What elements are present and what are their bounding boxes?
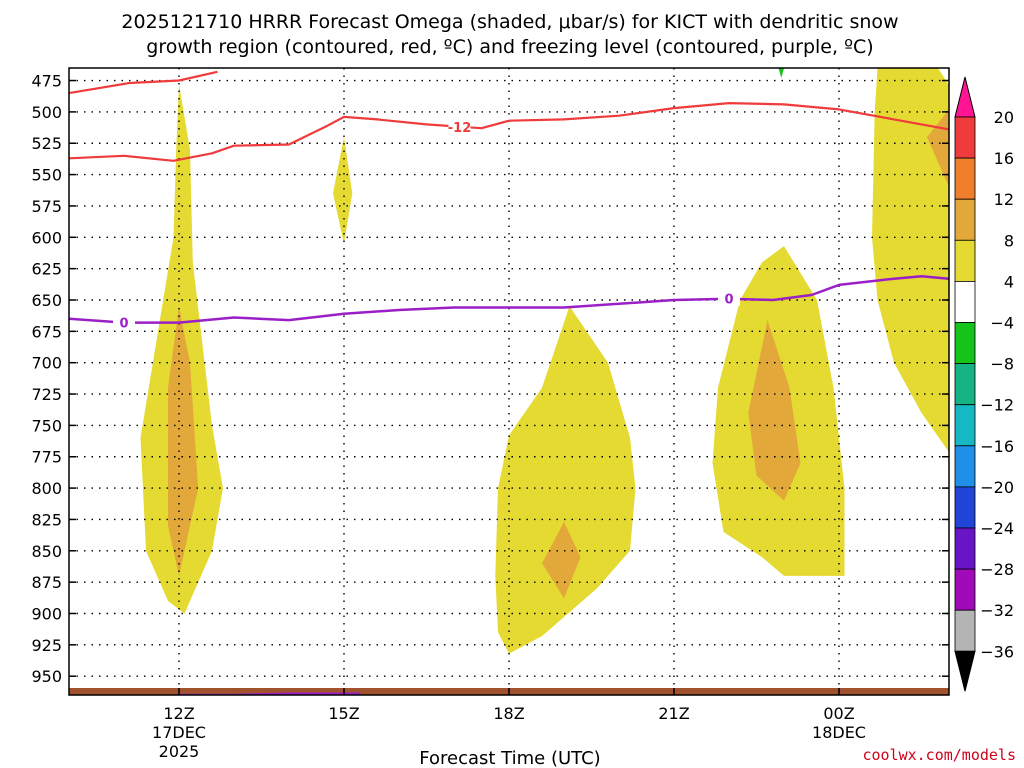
chart-title-line2: growth region (contoured, red, ºC) and f… xyxy=(146,36,873,58)
colorbar-segment xyxy=(954,527,976,570)
colorbar-segment xyxy=(954,322,976,364)
contour-layer xyxy=(69,69,999,695)
y-tick-label: 850 xyxy=(31,542,62,561)
x-tick-label: 18DEC xyxy=(812,723,866,742)
colorbar-segment xyxy=(954,116,976,159)
colorbar-bottom-arrow xyxy=(954,650,976,692)
x-tick-label: 00Z xyxy=(823,704,854,723)
colorbar-segment xyxy=(954,280,976,323)
colorbar-label: 20 xyxy=(994,108,1014,127)
y-tick-label: 925 xyxy=(31,636,62,655)
colorbar-label: −12 xyxy=(980,396,1014,415)
contour-label-layer: -12 0 0 xyxy=(113,119,740,332)
freezing-label-left-bg xyxy=(113,315,135,330)
freezing-label-right-bg xyxy=(718,291,740,306)
x-tick-label: 15Z xyxy=(328,704,359,723)
colorbar: 20 16 12 8 4 −4 −8 −12 −16 −20 −24 −28 −32 −36 xyxy=(954,76,1014,692)
omega-shaded-region-6 xyxy=(748,320,801,501)
y-tick-label: 725 xyxy=(31,385,62,404)
y-tick-label: 600 xyxy=(31,228,62,247)
omega-shaded-region-11 xyxy=(778,68,784,78)
y-tick-label: 875 xyxy=(31,573,62,592)
x-tick-label: 18Z xyxy=(493,704,524,723)
colorbar-segment xyxy=(954,239,976,282)
y-tick-label: 700 xyxy=(31,354,62,373)
colorbar-label: −36 xyxy=(980,642,1014,661)
y-tick-label: 775 xyxy=(31,448,62,467)
colorbar-segment xyxy=(954,609,976,652)
omega-shaded-region-4 xyxy=(542,521,581,599)
colorbar-label: 4 xyxy=(1004,272,1014,291)
colorbar-label: −20 xyxy=(980,478,1014,497)
y-tick-label: 950 xyxy=(31,667,62,686)
colorbar-segment xyxy=(954,363,976,406)
y-tick-label: 550 xyxy=(31,166,62,185)
colorbar-label: −32 xyxy=(980,601,1014,620)
y-tick-label: 800 xyxy=(31,479,62,498)
colorbar-label: −8 xyxy=(990,355,1014,374)
y-tick-label: 650 xyxy=(31,291,62,310)
y-tick-label: 625 xyxy=(31,260,62,279)
dgz-top-contour-right xyxy=(955,69,999,75)
y-tick-label: 900 xyxy=(31,604,62,623)
y-tick-label: 500 xyxy=(31,103,62,122)
omega-shaded-region-2 xyxy=(333,137,353,244)
colorbar-segment xyxy=(954,486,976,529)
omega-shaded-region-1 xyxy=(168,306,199,576)
y-tick-label: 575 xyxy=(31,197,62,216)
omega-shaded-region-3 xyxy=(495,306,636,654)
colorbar-label: −4 xyxy=(990,314,1014,333)
colorbar-label: 8 xyxy=(1004,231,1014,250)
y-tick-label: 525 xyxy=(31,134,62,153)
colorbar-segment xyxy=(954,568,976,611)
freezing-level-contour xyxy=(69,274,949,324)
colorbar-label: −16 xyxy=(980,437,1014,456)
colorbar-segment xyxy=(954,404,976,447)
colorbar-label: 12 xyxy=(994,190,1014,209)
dgz-minus12-label-bg xyxy=(448,119,471,134)
x-tick-label: 12Z xyxy=(163,704,194,723)
y-tick-label: 825 xyxy=(31,510,62,529)
x-axis-label: Forecast Time (UTC) xyxy=(419,748,600,768)
omega-shading-layer xyxy=(140,68,949,654)
y-tick-label: 675 xyxy=(31,322,62,341)
x-tick-label: 17DEC xyxy=(152,723,206,742)
colorbar-segment xyxy=(954,198,976,241)
colorbar-segment xyxy=(954,157,976,200)
freezing-label-right: 0 xyxy=(724,293,733,308)
omega-shaded-region-7 xyxy=(872,68,949,453)
y-tick-label: 750 xyxy=(31,416,62,435)
dgz-minus12-label: -12 xyxy=(448,121,472,136)
x-tick-label: 2025 xyxy=(159,742,200,761)
y-axis: 475 500 525 550 575 600 625 650 675 700 725 750 775 8… xyxy=(31,72,949,686)
colorbar-label: −28 xyxy=(980,560,1014,579)
chart-title-line1: 2025121710 HRRR Forecast Omega (shaded, … xyxy=(121,11,898,33)
dgz-top-contour xyxy=(69,70,218,95)
colorbar-label: 16 xyxy=(994,149,1014,168)
colorbar-label: −24 xyxy=(980,519,1014,538)
x-tick-label: 21Z xyxy=(658,704,689,723)
y-tick-label: 475 xyxy=(31,72,62,91)
colorbar-segment xyxy=(954,445,976,488)
freezing-surface-contour xyxy=(170,692,361,695)
dgz-minus12-contour xyxy=(69,102,949,162)
colorbar-top-arrow xyxy=(954,76,976,118)
credit-text: coolwx.com/models xyxy=(862,746,1016,764)
freezing-label-left: 0 xyxy=(119,317,128,332)
